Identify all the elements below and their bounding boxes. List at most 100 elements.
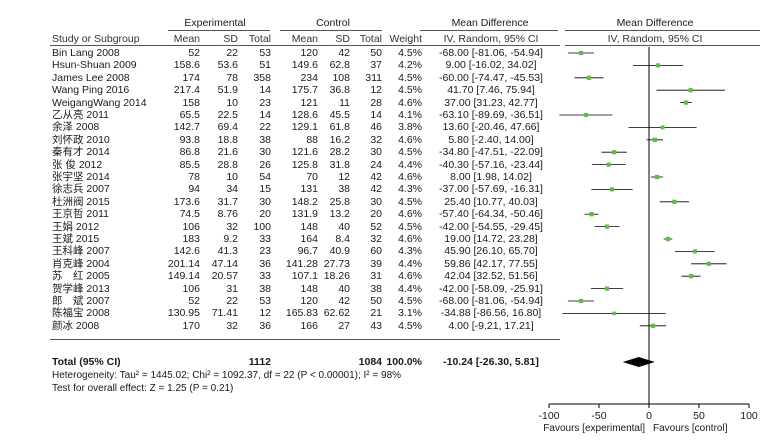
c-sd: 40 <box>338 282 350 295</box>
study-name: Hsun-Shuan 2009 <box>52 59 137 72</box>
effect-marker <box>652 137 657 142</box>
ci-text: -68.00 [-81.06, -54.94] <box>439 295 543 307</box>
c-mean: 128.6 <box>291 109 318 121</box>
c-total: 50 <box>370 295 382 307</box>
e-mean: 142.6 <box>173 245 200 258</box>
c-total: 21 <box>370 307 382 320</box>
ci-text: 42.04 [32.52, 51.56] <box>444 270 538 283</box>
header-control-rule <box>280 30 382 31</box>
effect-marker <box>692 249 697 254</box>
e-sd: 8.76 <box>217 208 238 221</box>
weight: 4.5% <box>398 146 422 159</box>
c-sd: 42 <box>338 47 350 59</box>
e-total: 53 <box>259 295 271 307</box>
weight: 4.6% <box>398 133 422 146</box>
c-total: 52 <box>370 220 382 233</box>
study-name: 张宇坚 2014 <box>52 171 110 183</box>
weight: 4.4% <box>398 282 422 295</box>
c-total: 28 <box>370 96 382 109</box>
ci-text: -60.00 [-74.47, -45.53] <box>439 71 543 84</box>
c-sd: 40.9 <box>329 245 350 258</box>
study-name: 杜洲阀 2015 <box>52 195 110 208</box>
e-mean: 78 <box>188 171 200 183</box>
weight: 4.5% <box>398 84 422 97</box>
e-total: 51 <box>259 59 271 72</box>
study-name: 颜冰 2008 <box>52 319 100 332</box>
e-mean: 65.5 <box>179 109 200 121</box>
c-mean: 107.1 <box>291 270 318 283</box>
overall-effect-text: Test for overall effect: Z = 1.25 (P = 0… <box>52 383 234 394</box>
e-total: 30 <box>259 195 271 208</box>
c-mean: 131.9 <box>291 208 318 221</box>
e-sd: 31 <box>226 282 238 295</box>
x-tick-label: -100 <box>538 410 559 422</box>
e-sd: 22 <box>226 47 238 59</box>
header-weight: Weight <box>389 33 423 45</box>
e-sd: 9.2 <box>223 233 238 245</box>
c-total: 39 <box>370 257 382 270</box>
effect-marker <box>609 187 615 192</box>
study-name: 郎 斌 2007 <box>52 295 110 307</box>
study-name: 余泽 2008 <box>52 121 100 134</box>
x-tick-label: 0 <box>646 410 652 422</box>
c-total: 46 <box>370 121 382 134</box>
favours-experimental-label: Favours [experimental] <box>543 423 645 434</box>
total-label: Total (95% CI) <box>52 356 121 368</box>
effect-marker <box>688 88 693 93</box>
weight: 4.6% <box>398 96 422 109</box>
header-experimental-rule <box>168 30 270 31</box>
effect-marker <box>660 125 665 130</box>
effect-marker <box>606 162 611 167</box>
weight: 4.3% <box>398 245 422 258</box>
favours-control-label: Favours [control] <box>653 423 728 434</box>
study-name: 肖克峰 2004 <box>52 257 110 270</box>
c-sd: 27 <box>338 319 350 332</box>
header-ci-method: IV, Random, 95% CI <box>443 33 539 45</box>
c-total: 32 <box>370 133 382 146</box>
ci-text: 59.86 [42.17, 77.55] <box>444 257 538 270</box>
c-sd: 36.8 <box>329 84 350 97</box>
e-mean: 173.6 <box>173 195 200 208</box>
ci-text: 41.70 [7.46, 75.94] <box>447 84 535 97</box>
ci-text: 19.00 [14.72, 23.28] <box>444 233 538 245</box>
study-name: 王斌 2015 <box>52 233 100 245</box>
e-total: 23 <box>259 245 271 258</box>
e-mean: 142.7 <box>173 121 200 134</box>
x-tick-label: 50 <box>693 410 705 422</box>
weight: 4.3% <box>398 183 422 196</box>
c-total: 30 <box>370 195 382 208</box>
c-total: 38 <box>370 282 382 295</box>
c-mean: 131 <box>300 183 318 196</box>
c-sd: 18.26 <box>323 270 350 283</box>
e-mean: 52 <box>188 47 200 59</box>
e-sd: 20.57 <box>211 270 238 283</box>
effect-marker <box>586 75 592 80</box>
header-bottom-rule <box>50 45 560 46</box>
weight: 4.4% <box>398 158 422 171</box>
weight: 4.4% <box>398 257 422 270</box>
pooled-diamond <box>622 357 655 367</box>
ci-text: 4.00 [-9.21, 17.21] <box>448 319 534 332</box>
ci-text: 37.00 [31.23, 42.77] <box>444 96 538 109</box>
total-weight: 100.0% <box>386 356 422 368</box>
c-mean: 120 <box>300 47 318 59</box>
c-mean: 149.6 <box>291 59 318 72</box>
header-experimental: Experimental <box>184 17 246 29</box>
c-total: 50 <box>370 47 382 59</box>
ci-text: -37.00 [-57.69, -16.31] <box>439 183 543 196</box>
weight: 4.5% <box>398 319 422 332</box>
total-ci: -10.24 [-26.30, 5.81] <box>443 356 539 368</box>
header-e-sd: SD <box>223 33 238 45</box>
e-sd: 47.14 <box>211 257 238 270</box>
e-total: 15 <box>259 183 271 196</box>
e-total: 53 <box>259 47 271 59</box>
effect-marker <box>612 150 617 155</box>
effect-marker <box>578 298 584 304</box>
e-total: 33 <box>259 233 271 245</box>
e-sd: 18.8 <box>217 133 238 146</box>
effect-marker <box>612 311 616 316</box>
study-name: 陈福宝 2008 <box>52 307 110 320</box>
c-mean: 234 <box>300 71 318 84</box>
total-c-total: 1084 <box>358 356 382 368</box>
